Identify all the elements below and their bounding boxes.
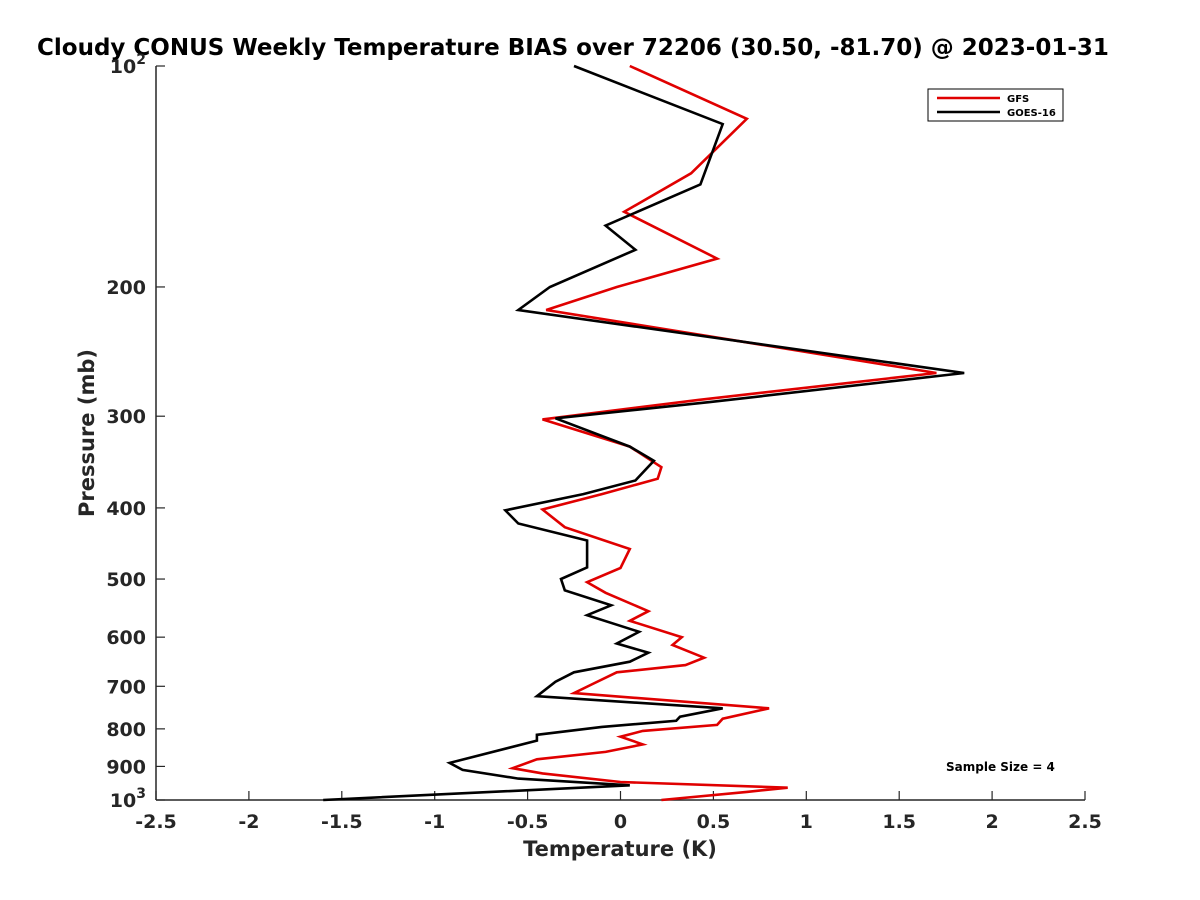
series-layer bbox=[323, 64, 965, 802]
series-line-goes-16 bbox=[323, 64, 965, 802]
y-tick-label-exponent: 3 bbox=[136, 786, 146, 802]
axes: -2.5 -2 -1.5 -1 -0.5 0 0.5 1 1.5 2 2.5 200 300 400 500… bbox=[106, 52, 1102, 833]
x-axis-label: Temperature (K) bbox=[523, 837, 717, 861]
x-tick-label: 0 bbox=[614, 811, 627, 833]
x-tick-label: -2.5 bbox=[135, 811, 177, 833]
x-tick-label: 1.5 bbox=[882, 811, 916, 833]
y-tick-label: 300 bbox=[106, 406, 146, 428]
y-tick-label: 900 bbox=[106, 756, 146, 778]
x-tick-label: 2.5 bbox=[1068, 811, 1102, 833]
y-tick-label: 103 bbox=[110, 786, 146, 812]
x-tick-label: 0.5 bbox=[697, 811, 731, 833]
x-tick-label: -1.5 bbox=[321, 811, 363, 833]
x-tick-label: -1 bbox=[424, 811, 445, 833]
chart-title: Cloudy CONUS Weekly Temperature BIAS ove… bbox=[37, 35, 1109, 61]
legend-label-goes-16: GOES-16 bbox=[1007, 108, 1056, 119]
x-tick-label: 2 bbox=[985, 811, 998, 833]
x-tick-label: -2 bbox=[238, 811, 259, 833]
y-tick-label: 102 bbox=[110, 52, 146, 78]
y-tick-label-exponent: 2 bbox=[136, 52, 146, 68]
y-tick-label-base: 10 bbox=[110, 790, 136, 812]
y-tick-label: 400 bbox=[106, 498, 146, 520]
series-line-gfs bbox=[507, 64, 937, 802]
legend-box bbox=[927, 88, 1064, 122]
y-axis-label: Pressure (mb) bbox=[75, 349, 99, 517]
y-tick-label: 800 bbox=[106, 719, 146, 741]
y-tick-label: 200 bbox=[106, 277, 146, 299]
y-tick-label: 500 bbox=[106, 569, 146, 591]
legend-label-gfs: GFS bbox=[1007, 94, 1029, 105]
y-tick-label: 600 bbox=[106, 627, 146, 649]
x-tick-label: -0.5 bbox=[507, 811, 549, 833]
y-tick-label-base: 10 bbox=[110, 56, 136, 78]
sample-size-note: Sample Size = 4 bbox=[946, 760, 1055, 774]
legend: GFS GOES-16 bbox=[927, 88, 1064, 122]
y-tick-label: 700 bbox=[106, 676, 146, 698]
x-tick-label: 1 bbox=[800, 811, 813, 833]
